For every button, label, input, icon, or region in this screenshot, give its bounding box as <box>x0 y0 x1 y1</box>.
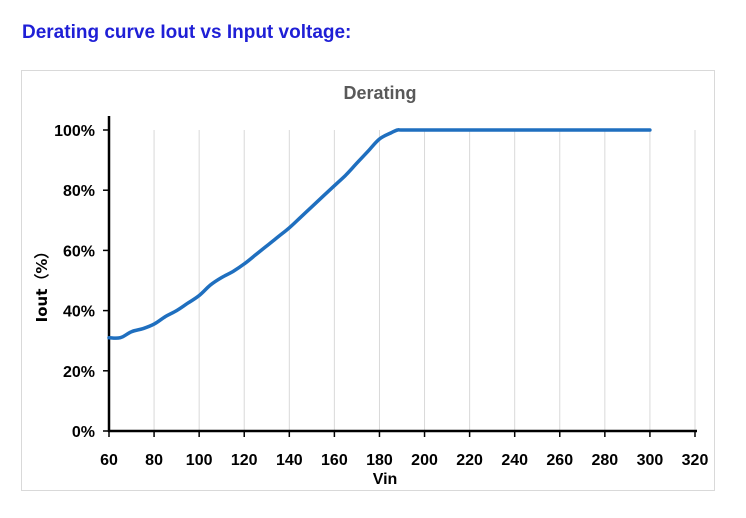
y-tick-label: 40% <box>63 304 95 321</box>
y-tick-label: 0% <box>72 424 95 441</box>
y-tick-label: 100% <box>54 123 95 140</box>
x-tick-label: 80 <box>145 452 163 469</box>
x-tick-label: 140 <box>276 452 303 469</box>
x-tick-label: 180 <box>366 452 393 469</box>
x-tick-label: 320 <box>682 452 709 469</box>
y-axis-label: Iout（%） <box>33 244 51 323</box>
tick-labels: 60 80 100 120 140 160 180 200 220 240 260 280 300 320… <box>54 123 708 469</box>
x-tick-label: 240 <box>501 452 528 469</box>
y-tick-label: 80% <box>63 183 95 200</box>
series-layer <box>107 128 652 340</box>
x-tick-label: 100 <box>186 452 213 469</box>
chart-area <box>21 70 715 491</box>
x-tick-label: 160 <box>321 452 348 469</box>
x-tick-label: 60 <box>100 452 118 469</box>
x-tick-label: 260 <box>546 452 573 469</box>
x-tick-label: 300 <box>637 452 664 469</box>
axes <box>103 116 697 437</box>
x-tick-label: 200 <box>411 452 438 469</box>
y-tick-label: 20% <box>63 364 95 381</box>
x-axis-label: Vin <box>373 471 398 488</box>
x-tick-label: 120 <box>231 452 258 469</box>
chart-title: Derating <box>343 83 416 103</box>
derating-series-line <box>107 128 652 340</box>
grid-lines <box>153 130 696 431</box>
x-tick-label: 280 <box>591 452 618 469</box>
x-tick-label: 220 <box>456 452 483 469</box>
y-tick-label: 60% <box>63 243 95 260</box>
page-heading: Derating curve Iout vs Input voltage: <box>22 22 352 43</box>
